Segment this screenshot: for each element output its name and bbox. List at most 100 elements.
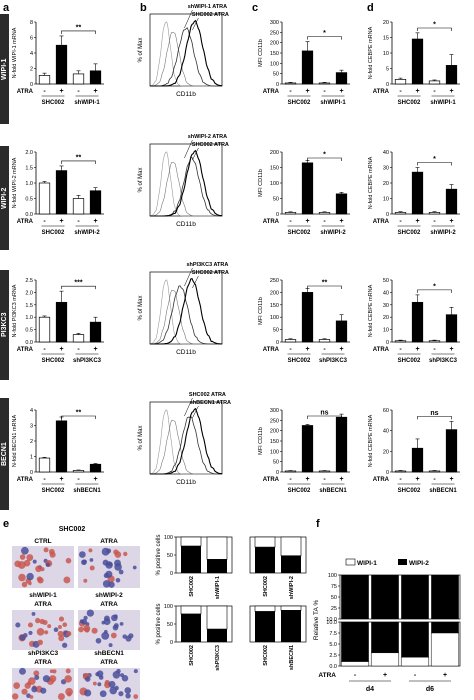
row2-b-histogram: % of Max CD11b shPI3KC3 ATRA SHC002 ATRA [138,262,229,356]
micro-cell [101,547,110,556]
row2-d-sig-label: * [433,283,436,290]
stacked-bar-empty [180,605,202,615]
row0-c-atra-sign: - [323,88,326,95]
row2-d-ytick-label: 20 [383,315,389,321]
micro-cell [119,673,125,678]
row1-d-ytick-label: 0 [386,212,389,218]
row1-c-atra-sign: + [305,218,309,225]
row1-d-bar [394,212,407,215]
row3-a-sig-bracket [61,415,96,419]
row3-b-ylabel: % of Max [138,425,144,450]
micro-cell [37,639,43,646]
row0-c-ytick-label: 250 [270,30,279,36]
panel-f-bar-wipi2-lower [371,622,399,653]
stacked-bar-filled [255,611,275,642]
micro-cell [105,561,113,569]
micro-cell [118,691,124,697]
micro-cell [101,620,106,625]
row1-b-xlabel: CD11b [176,221,196,228]
panel-e-header: SHC002 [59,526,86,533]
row3-d-atra-label: ATRA [373,477,390,483]
row1-a-bar [72,198,85,215]
row3-a-ytick-label: 0 [30,470,33,476]
micro-cell [83,624,91,632]
row2-d-group-label: shPI3KC3 [429,358,458,364]
row1-b-curve-label: shWIPI-2 ATRA [188,134,227,140]
micro-cell [84,689,92,697]
row3-a-bar [89,463,102,473]
row1-d-ytick-label: 10 [383,197,389,203]
row0-a-ytick-label: 8 [30,20,33,26]
micro-cell [21,581,28,588]
stacked-ytick-label: 50 [167,622,173,628]
row2-b-leader [192,275,199,289]
micro-cell [78,626,84,633]
stacked-bar-empty [280,536,302,557]
panel-f-ytick-label: 75 [331,584,337,590]
micro-cell [105,570,113,578]
row2-d-chart: N-fold CEBPE mRNA 0 10 20 30 40 50 * ATRA - + - + SHC… [368,278,460,364]
row1-c-bar [335,193,348,215]
stacked-bar-empty [280,605,302,611]
panel-f-bar-wipi2-upper [371,575,399,619]
panel-e-stacked-chart: 0 50 100% positive cells SHC002 shWIPI-1 [156,534,233,599]
row2-d-bar [394,340,407,343]
micro-cell [14,560,21,568]
row2-d-group-label: SHC002 [398,358,421,364]
stacked-bar-filled [281,610,301,642]
micro-cell [31,612,36,616]
row0-c-atra-sign: - [289,88,292,95]
micro-cell [79,551,86,558]
row3-d-bar [445,429,458,473]
row1-a-atra-label: ATRA [17,219,34,225]
panel-f-bar-wipi2-upper [431,575,459,619]
row1-a-bar [89,190,102,215]
stacked-bar-empty [254,605,276,612]
row3-c-ytick-label: 0 [276,470,279,476]
micro-cell [44,630,49,635]
row1-a-ytick-label: 0.0 [25,212,33,218]
row3-d-chart: N-fold CEBPE mRNA 0 20 40 60 ns ATRA - + - + SHC002… [368,408,460,494]
row3-c-ytick-label: 250 [270,418,279,424]
micro-tile [12,546,74,588]
panel-f-ytick-label: 5.0 [329,642,337,648]
row1-d-atra-sign: - [399,218,402,225]
row0-b-leader [184,9,193,29]
row3-a-group-label: SHC002 [42,488,65,494]
micro-cell [123,551,128,557]
row1-a-group-label: SHC002 [42,230,65,236]
stacked-ytick-label: 100 [164,604,173,610]
panel-e-stacked-chart: SHC002 shWIPI-2 [249,536,307,599]
row2-c-atra-label: ATRA [263,347,280,353]
micro-cell [88,548,93,553]
row3-c-atra-sign: - [323,476,326,483]
row0-c-ytick-label: 100 [270,61,279,67]
row0-c-bar [318,82,331,85]
stacked-category: shWIPI-2 [289,576,295,599]
row2-b-curve [150,285,222,345]
row0-d-chart: N-fold CEBPE mRNA 0 5 10 15 20 * ATRA - + - + SHC002… [368,20,460,106]
micro-cell [91,627,98,634]
micro-label: ATRA [34,601,52,608]
row2-c-bar [301,292,314,343]
row3-b-histogram: % of Max CD11b SHC002 ATRA shBECN1 ATRA [138,392,231,486]
micro-cell [108,680,116,688]
row2-d-ylabel: N-fold CEBPE mRNA [368,284,374,337]
row0-d-bar [411,38,424,85]
row3-b-curve-label: SHC002 ATRA [189,392,226,398]
micro-cell [66,631,72,637]
row3-c-atra-sign: + [305,476,309,483]
stacked-bar-filled [207,629,227,642]
stacked-category: SHC002 [263,645,269,666]
micro-cell [132,565,137,570]
stacked-category: SHC002 [189,576,195,597]
row2-d-atra-label: ATRA [373,347,390,353]
row3-a-bar [38,457,51,473]
row3-c-ytick-label: 150 [270,439,279,445]
micro-cell [26,572,34,581]
micro-label: shWIPI-1 [29,592,57,599]
row0-a-group-label: shWIPI-1 [74,100,100,106]
row0-a-ylabel: N-fold WIPI-1 mRNA [12,27,18,78]
stacked-ylabel: % positive cells [156,603,162,644]
row3-c-ytick-label: 200 [270,429,279,435]
